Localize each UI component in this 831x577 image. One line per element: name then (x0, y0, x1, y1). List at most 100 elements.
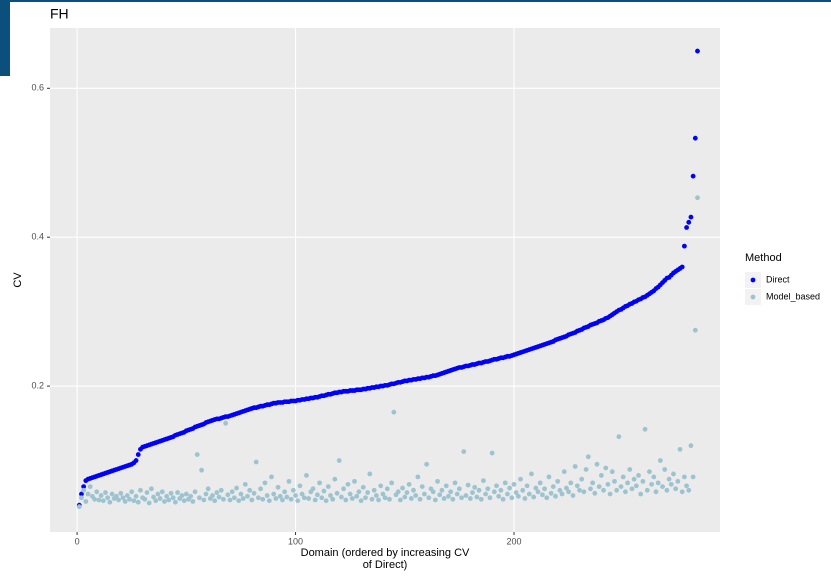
point (404, 490, 410, 495)
point (640, 478, 646, 484)
point (269, 474, 274, 480)
point (446, 493, 451, 499)
point (194, 452, 200, 457)
point (581, 489, 587, 495)
point (120, 495, 126, 501)
point (568, 480, 574, 486)
point (330, 496, 336, 502)
point (623, 489, 628, 495)
point (354, 493, 360, 499)
point (345, 481, 351, 487)
point (387, 496, 392, 502)
x-tick-label: 0 (75, 536, 80, 546)
point (494, 483, 499, 489)
point (498, 487, 504, 493)
point (605, 481, 611, 487)
point (153, 498, 159, 504)
point (679, 264, 685, 270)
point (487, 495, 493, 501)
point (391, 409, 397, 415)
point (441, 496, 447, 501)
point (107, 499, 113, 505)
point (607, 491, 613, 497)
point (135, 452, 141, 457)
point (463, 493, 469, 498)
point (96, 497, 102, 503)
point (598, 473, 604, 478)
point (553, 493, 558, 499)
point (686, 487, 692, 493)
point (118, 490, 124, 496)
point (461, 449, 467, 454)
point (695, 48, 700, 54)
point (509, 495, 515, 501)
point (367, 471, 373, 477)
point (502, 480, 508, 486)
point (168, 490, 174, 496)
point (679, 489, 685, 495)
point (491, 489, 497, 495)
point (325, 484, 331, 489)
point (380, 491, 386, 497)
point (384, 486, 390, 492)
point (328, 493, 333, 498)
legend-title: Method (745, 252, 782, 264)
point (522, 496, 528, 501)
point (465, 482, 471, 488)
point (282, 489, 288, 495)
y-tick-label: 0.6 (31, 83, 44, 93)
point (79, 495, 84, 501)
point (172, 499, 178, 505)
point (238, 491, 244, 497)
point (690, 173, 696, 179)
point (413, 493, 419, 498)
point (629, 486, 635, 492)
point (260, 496, 266, 502)
point (618, 484, 624, 489)
point (179, 493, 185, 498)
point (157, 496, 163, 501)
point (81, 487, 87, 493)
point (500, 496, 506, 502)
point (546, 474, 552, 480)
point (485, 486, 491, 492)
point (76, 504, 82, 510)
point (389, 480, 395, 486)
point (365, 490, 371, 495)
point (544, 495, 550, 501)
point (561, 469, 567, 475)
point (435, 478, 440, 484)
point (585, 454, 591, 460)
point (655, 480, 661, 486)
plot-panel (50, 28, 720, 532)
point (417, 496, 423, 502)
point (295, 498, 301, 504)
point (424, 461, 430, 467)
point (341, 486, 347, 492)
point (369, 496, 375, 502)
point (98, 493, 104, 498)
point (280, 497, 285, 503)
point (627, 467, 633, 472)
x-tick-label: 200 (506, 536, 521, 546)
point (596, 484, 602, 489)
point (524, 483, 530, 489)
point (188, 493, 194, 499)
point (649, 481, 655, 487)
point (660, 484, 665, 489)
point (382, 495, 388, 501)
point (249, 497, 255, 503)
point (531, 494, 537, 500)
point (548, 490, 554, 496)
point (116, 497, 121, 503)
point (227, 497, 233, 503)
point (513, 490, 519, 495)
point (319, 495, 325, 501)
point (142, 496, 148, 502)
point (631, 476, 637, 482)
point (515, 493, 521, 499)
point (419, 484, 425, 489)
point (496, 493, 502, 499)
